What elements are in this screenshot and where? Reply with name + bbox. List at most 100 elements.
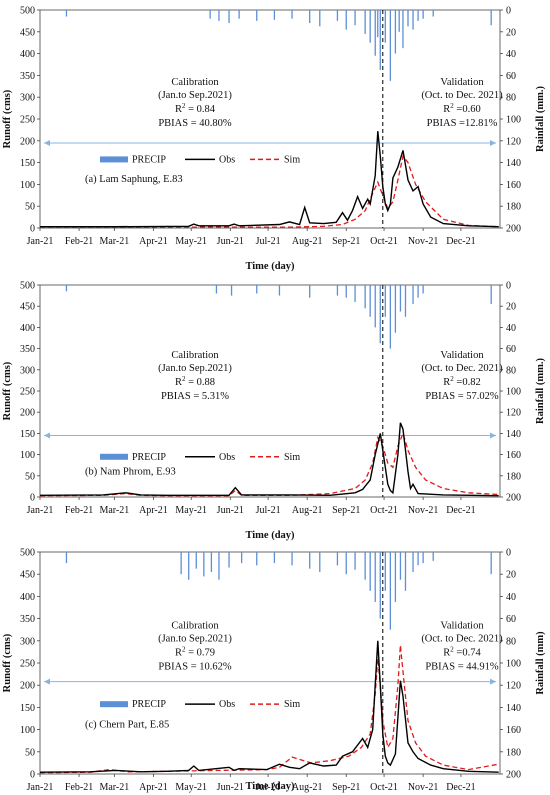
x-tick-label: Feb-21 [65, 782, 93, 793]
validation-period: (Oct. to Dec. 2021) [421, 90, 503, 101]
calibration-title: Calibration [171, 77, 219, 88]
x-tick-label: Apr-21 [139, 236, 168, 247]
y-tick-label: 100 [20, 180, 35, 191]
y-tick-label: 300 [20, 636, 35, 647]
legend-precip-label: PRECIP [132, 452, 166, 463]
obs-series-line [40, 131, 499, 228]
x-tick-label: Apr-21 [139, 782, 168, 793]
validation-pbias: PBIAS =12.81% [427, 118, 498, 129]
x-axis-title: Time (day) [245, 261, 295, 272]
calibration-r2: R2 = 0.88 [175, 375, 215, 388]
calibration-period: (Jan.to Sep.2021) [158, 90, 232, 101]
chart-panel-3: 0 50 100 150 200 250 300 350 400 450 500 0 20 40 60 80 1… [2, 548, 546, 794]
x-tick-label: Sep-21 [332, 505, 360, 516]
y-tick-label: 50 [25, 747, 35, 758]
x-tick-label: Jan-21 [27, 782, 54, 793]
calibration-period: (Jan.to Sep.2021) [158, 634, 232, 645]
y2-axis-title: Rainfall (mm.) [535, 358, 546, 424]
y-tick-label: 250 [20, 387, 35, 398]
x-tick-label: Jul-21 [256, 236, 281, 247]
x-tick-label: Dec-21 [446, 505, 475, 516]
x-tick-label: Mar-21 [99, 505, 129, 516]
y-tick-label: 50 [25, 202, 35, 213]
y2-tick-label: 120 [506, 408, 521, 419]
validation-period: (Oct. to Dec. 2021) [421, 634, 503, 645]
legend-sim-label: Sim [284, 452, 300, 463]
x-tick-label: Feb-21 [65, 505, 93, 516]
x-tick-label: Aug-21 [292, 236, 323, 247]
y2-tick-label: 80 [506, 365, 516, 376]
y-tick-label: 400 [20, 592, 35, 603]
x-tick-label: Dec-21 [446, 236, 475, 247]
validation-period: (Oct. to Dec. 2021) [421, 363, 503, 374]
y-axis-title: Runoff (cms) [2, 89, 13, 148]
calibration-title: Calibration [171, 621, 219, 632]
legend-obs-label: Obs [219, 154, 235, 165]
y2-tick-label: 140 [506, 429, 521, 440]
x-tick-label: Mar-21 [99, 782, 129, 793]
validation-r2: R2 =0.60 [443, 102, 480, 115]
y2-tick-label: 120 [506, 136, 521, 147]
calibration-pbias: PBIAS = 40.80% [158, 118, 232, 129]
x-tick-label: May-21 [175, 782, 207, 793]
sim-series-line [39, 645, 499, 774]
y-tick-label: 400 [20, 323, 35, 334]
calibration-r2: R2 = 0.79 [175, 646, 215, 659]
legend-precip-label: PRECIP [132, 699, 166, 710]
obs-series-line [39, 640, 499, 773]
y2-tick-label: 180 [506, 747, 521, 758]
x-tick-label: Jul-21 [256, 505, 281, 516]
y-tick-label: 150 [20, 158, 35, 169]
y-tick-label: 450 [20, 27, 35, 38]
y2-tick-label: 60 [506, 344, 516, 355]
y-tick-label: 400 [20, 49, 35, 60]
period-arrow-right [490, 139, 496, 146]
x-tick-label: Apr-21 [139, 505, 168, 516]
y2-tick-label: 20 [506, 570, 516, 581]
y2-tick-label: 40 [506, 592, 516, 603]
y2-tick-label: 100 [506, 387, 521, 398]
panel-caption: (c) Chern Part, E.85 [85, 719, 169, 730]
y2-tick-label: 160 [506, 450, 521, 461]
calibration-title: Calibration [171, 350, 219, 361]
y2-tick-label: 20 [506, 302, 516, 313]
calibration-period: (Jan.to Sep.2021) [158, 363, 232, 374]
x-tick-label: Dec-21 [446, 782, 475, 793]
chart-panel-2: 0 50 100 150 200 250 300 350 400 450 500 0 20 40 60 80 1… [2, 281, 546, 542]
y-tick-label: 500 [20, 6, 35, 17]
x-tick-label: Nov-21 [408, 505, 439, 516]
y-tick-label: 500 [20, 548, 35, 559]
legend-sim-label: Sim [284, 154, 300, 165]
x-axis-title: Time (day) [245, 781, 295, 792]
x-tick-label: Jun-21 [217, 236, 244, 247]
panel-caption: (a) Lam Saphung, E.83 [85, 174, 183, 185]
y2-tick-label: 100 [506, 115, 521, 126]
validation-pbias: PBIAS = 57.02% [425, 391, 499, 402]
y-tick-label: 100 [20, 450, 35, 461]
x-tick-label: Jan-21 [27, 236, 54, 247]
calibration-pbias: PBIAS = 10.62% [158, 662, 232, 673]
legend-precip-swatch [100, 156, 128, 163]
x-tick-label: Feb-21 [65, 236, 93, 247]
legend-sim-label: Sim [284, 699, 300, 710]
y-tick-label: 150 [20, 429, 35, 440]
y-tick-label: 300 [20, 93, 35, 104]
y2-tick-label: 20 [506, 27, 516, 38]
panel-caption: (b) Nam Phrom, E.93 [85, 467, 176, 478]
calibration-r2: R2 = 0.84 [175, 102, 216, 115]
x-tick-label: Nov-21 [408, 782, 439, 793]
x-tick-label: Oct-21 [370, 505, 398, 516]
y2-tick-label: 40 [506, 323, 516, 334]
y-tick-label: 500 [20, 281, 35, 292]
y-tick-label: 0 [30, 770, 35, 781]
x-tick-label: Mar-21 [99, 236, 129, 247]
y2-tick-label: 140 [506, 703, 521, 714]
y2-tick-label: 60 [506, 614, 516, 625]
x-tick-label: Oct-21 [370, 236, 398, 247]
legend-precip-swatch [100, 453, 128, 460]
y-tick-label: 350 [20, 344, 35, 355]
y2-tick-label: 200 [506, 770, 521, 781]
y2-tick-label: 60 [506, 71, 516, 82]
y2-tick-label: 180 [506, 471, 521, 482]
legend-obs-label: Obs [219, 452, 235, 463]
